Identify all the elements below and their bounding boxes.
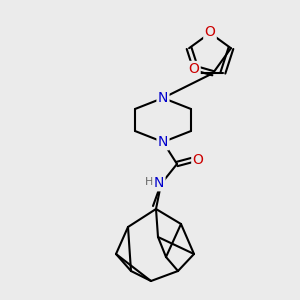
- Text: N: N: [158, 91, 168, 105]
- Text: O: O: [193, 153, 203, 167]
- Text: O: O: [188, 62, 200, 76]
- Text: N: N: [158, 135, 168, 149]
- Text: O: O: [205, 25, 215, 39]
- Text: N: N: [154, 176, 164, 190]
- Text: H: H: [145, 177, 153, 187]
